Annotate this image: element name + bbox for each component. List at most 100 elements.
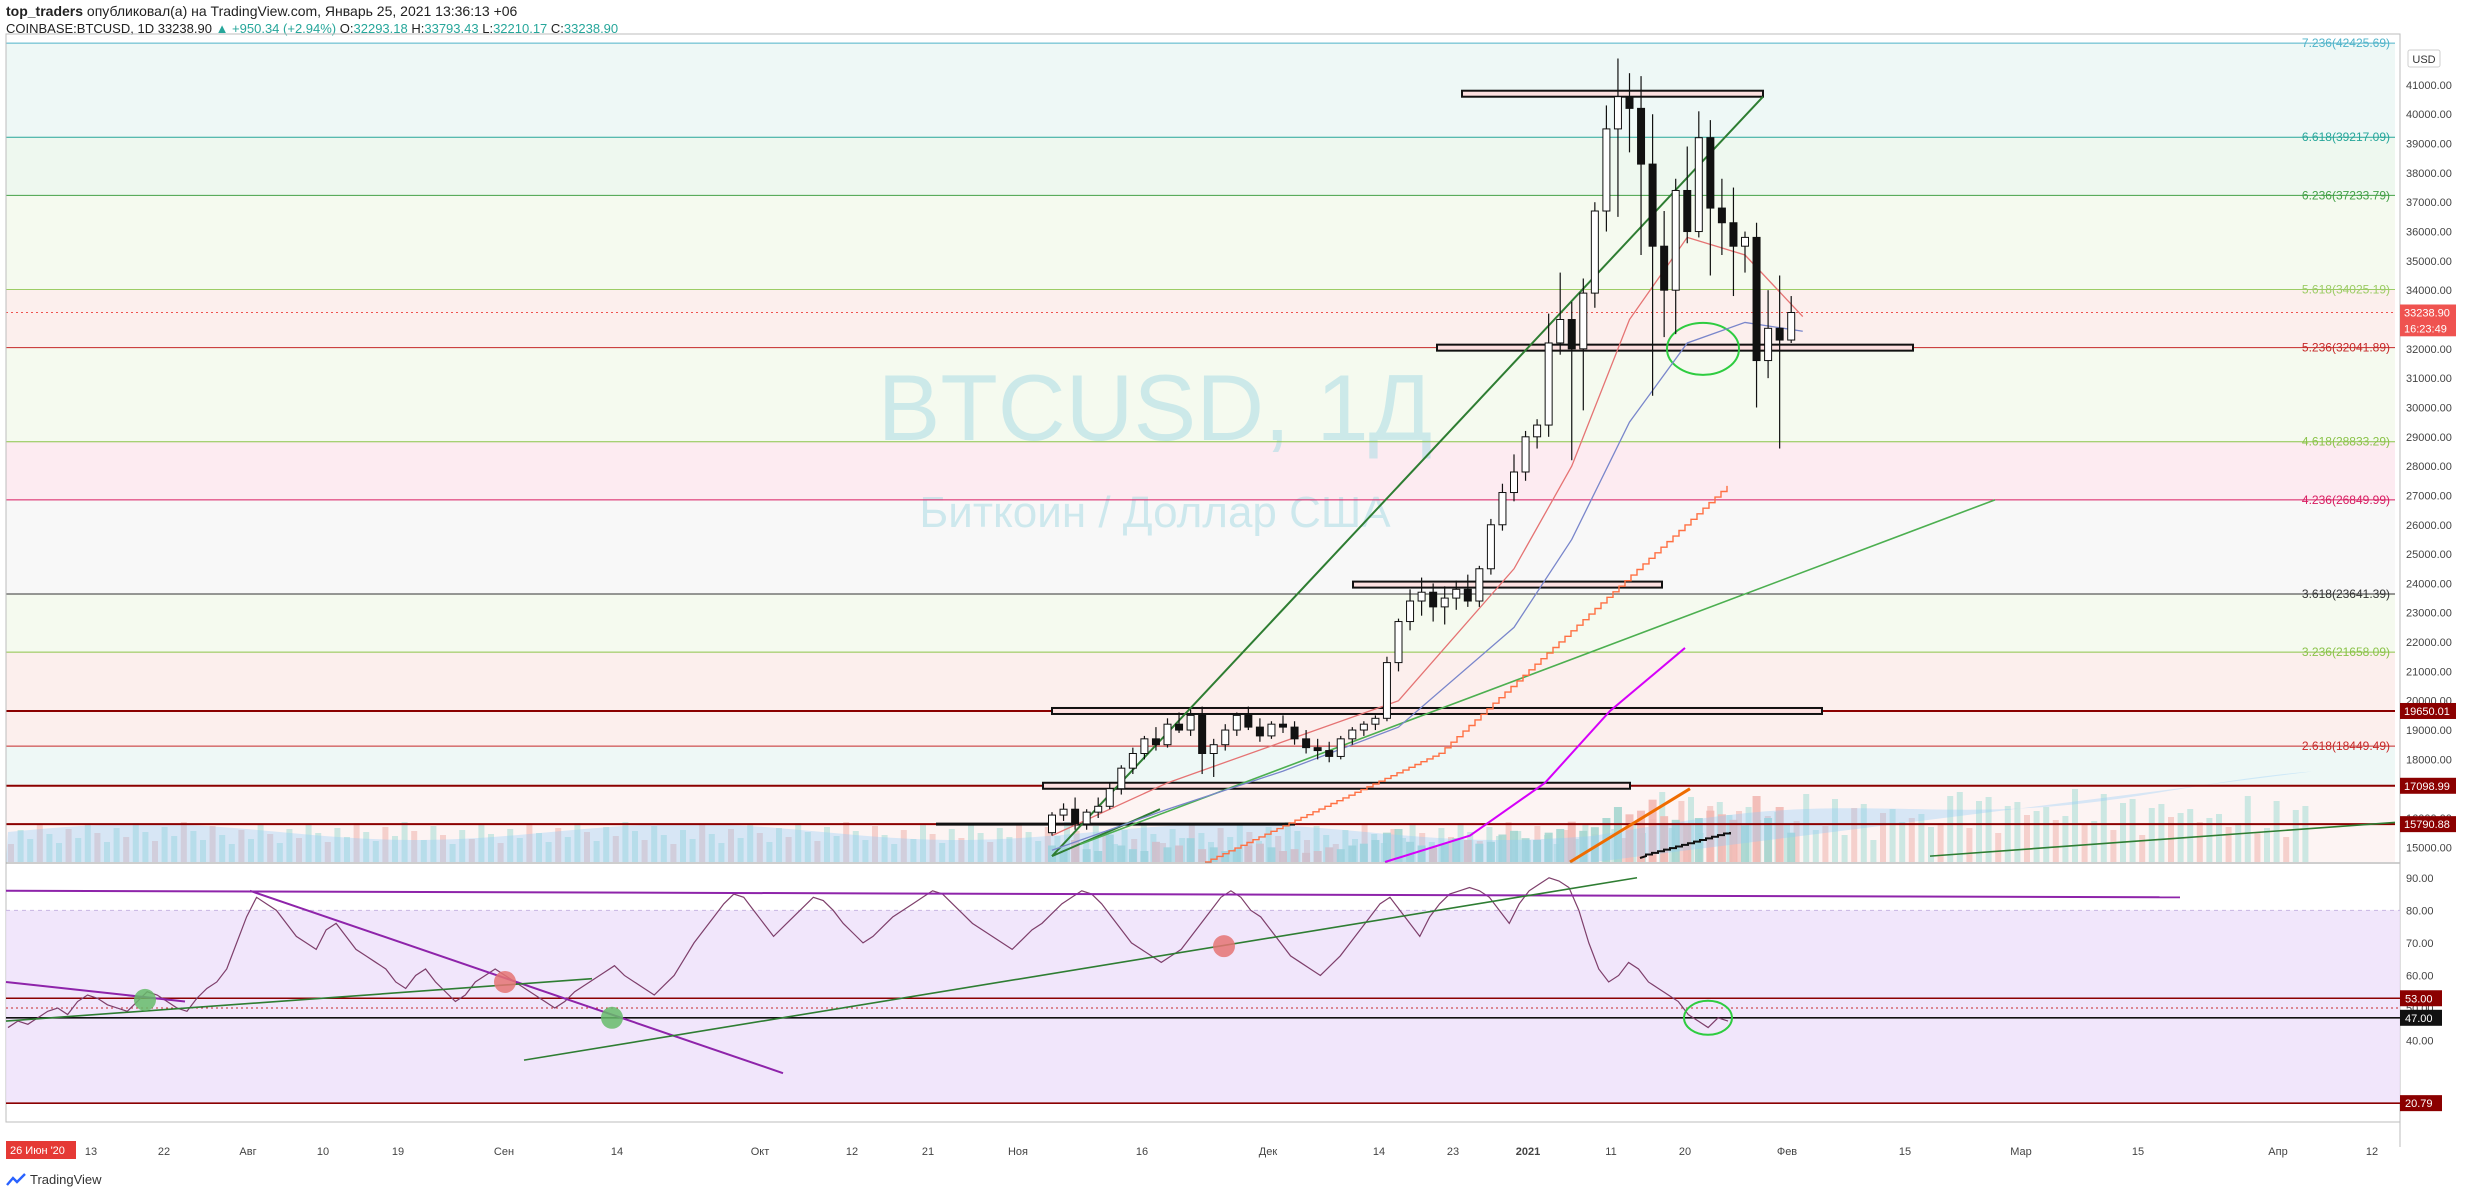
price-tick: 28000.00 — [2406, 461, 2452, 473]
fib-bands — [6, 43, 2395, 862]
candle-body — [1729, 222, 1738, 247]
volume-bar — [171, 836, 178, 862]
rsi-support-line — [5, 977, 593, 1022]
volume-bar — [680, 830, 686, 862]
rsi-marker — [494, 970, 516, 993]
volume-bar — [1332, 844, 1339, 862]
ma-line-blue — [1051, 321, 1803, 851]
candle-body — [1255, 726, 1264, 737]
volume-bar — [833, 836, 840, 862]
volume-bar — [1505, 822, 1512, 862]
volume-bar — [1417, 845, 1426, 862]
axis-labels: 26 Июн '20 13 22 Авг 10 19 Сен 14 Окт 12 21 Ноя 16 Де… — [6, 1141, 2378, 1159]
volume-bar — [315, 833, 322, 862]
volume-bar — [1976, 801, 1982, 862]
volume-bar — [382, 827, 389, 862]
tradingview-logo-icon — [6, 1172, 26, 1186]
tradingview-footer[interactable]: TradingView — [6, 1172, 102, 1187]
volume-bar — [1232, 849, 1241, 862]
time-tick: Ноя — [1008, 1146, 1028, 1158]
price-badge — [2400, 320, 2456, 337]
volume-bar — [814, 841, 821, 862]
volume-bar — [353, 823, 360, 862]
fib-band — [6, 593, 2395, 653]
volume-bar — [1390, 829, 1397, 862]
volume-bar — [286, 829, 293, 862]
price-change: ▲ +950.34 (+2.94%) — [215, 21, 337, 36]
candle-body — [1417, 591, 1426, 602]
volume-bar — [1956, 792, 1963, 862]
volume-bar — [1841, 835, 1848, 862]
candle-body — [1290, 726, 1299, 740]
rsi-resistance-line — [5, 889, 2181, 899]
volume-bar — [1613, 807, 1622, 862]
volume-bar — [1217, 828, 1224, 862]
volume-bar — [900, 830, 907, 862]
rsi-trend-line — [249, 889, 784, 1075]
volume-bar — [84, 824, 91, 862]
volume-bar — [1082, 849, 1091, 862]
candle-body — [1764, 327, 1773, 362]
symbol-label[interactable]: COINBASE:BTCUSD, 1D — [6, 21, 155, 36]
volume-bar — [2158, 804, 2165, 862]
volume-bar — [1336, 849, 1345, 862]
volume-bar — [689, 839, 696, 862]
volume-bar — [1359, 843, 1368, 862]
volume-bar — [939, 843, 946, 862]
rsi-tick: 80.00 — [2406, 905, 2434, 917]
volume-bar — [200, 840, 206, 862]
volume-bar — [1556, 829, 1565, 862]
volume-bar — [1486, 841, 1495, 862]
volume-bar — [603, 827, 610, 862]
volume-bar — [872, 826, 878, 862]
publish-text: опубликовал(а) на TradingView.com, Январ… — [86, 3, 518, 19]
volume-bar — [1348, 845, 1357, 862]
candle-body — [1533, 424, 1542, 438]
candle-body — [1637, 107, 1646, 165]
volume-bar — [612, 836, 619, 862]
step-line — [1639, 831, 1731, 859]
fib-label: 4.618(28833.29) — [2302, 435, 2390, 449]
volume-bar — [1475, 843, 1484, 862]
volume-bar — [1140, 851, 1149, 862]
volume-bar — [1227, 837, 1234, 862]
volume-bar — [401, 822, 408, 862]
volume-bar — [1966, 828, 1973, 862]
rsi-badge — [2400, 990, 2442, 1007]
candle-body — [1602, 128, 1611, 212]
volume-bar — [2168, 817, 2174, 862]
candle-body — [1105, 788, 1114, 807]
volume-bar — [1236, 823, 1243, 862]
time-tick: 23 — [1447, 1146, 1459, 1158]
volume-bar — [1400, 838, 1406, 862]
volume-bar — [2091, 821, 2098, 862]
volume-bar — [1325, 847, 1334, 862]
price-tick: 21000.00 — [2406, 666, 2452, 678]
date-badge-label: 26 Июн '20 — [10, 1145, 65, 1157]
volume-bar — [881, 835, 888, 862]
purple-ma-line — [1384, 647, 1686, 863]
volume-bar — [1572, 839, 1579, 862]
volume-bar — [1775, 807, 1784, 862]
volume-bar — [526, 824, 533, 862]
low-label: L: — [482, 21, 494, 36]
volume-bar — [1016, 823, 1022, 862]
volume-bar — [2235, 823, 2242, 862]
price-badge — [2400, 816, 2456, 833]
time-tick: Окт — [751, 1146, 770, 1158]
price-badge-label: 15790.88 — [2404, 819, 2450, 831]
volume-bar — [1265, 827, 1272, 862]
volume-bar — [2081, 825, 2088, 862]
currency-badge[interactable]: USD — [2407, 49, 2441, 68]
candle-body — [1741, 236, 1749, 247]
rsi-badge — [2400, 1009, 2442, 1026]
volume-bar — [420, 840, 427, 862]
volume-bar — [430, 826, 437, 862]
author-name[interactable]: top_traders — [6, 3, 84, 19]
volume-ma-area — [6, 771, 2312, 862]
volume-bar — [17, 830, 24, 862]
volume-bar — [2033, 811, 2040, 862]
candle-body — [1752, 236, 1761, 362]
volume-bar — [968, 824, 974, 862]
